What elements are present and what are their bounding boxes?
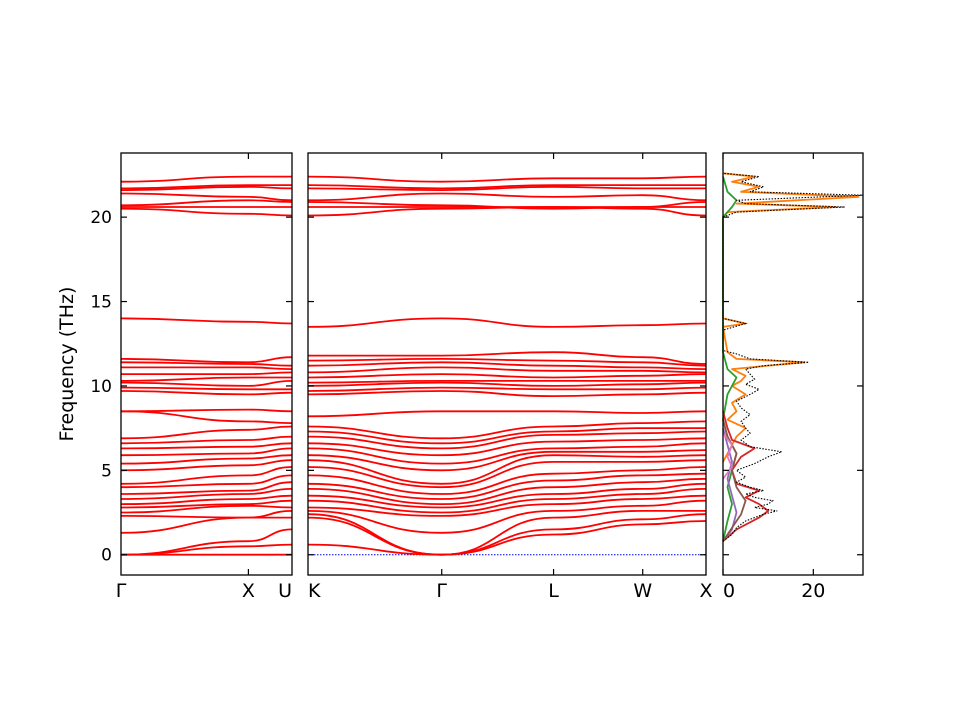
band-line [307,454,707,485]
band-line [120,499,293,509]
band-line [121,371,293,376]
band-line [120,459,293,472]
y-axis-label: Frequency (THz) [56,287,78,442]
band-line [120,425,293,440]
band-panel-2-frame [307,152,707,576]
band-line [307,390,707,398]
dos-partial-line-3 [722,411,770,542]
band-line [307,373,707,379]
x-tick-label: L [548,580,559,602]
band-panel-1-frame [120,152,293,576]
band-line [307,381,707,387]
band-line [307,520,707,556]
band-line [307,185,706,192]
band-line [120,390,293,396]
dos-partial-line-2 [722,176,738,542]
band-line [120,481,293,495]
y-tick-label: 5 [101,461,112,481]
y-tick-label: 0 [101,546,112,566]
dos-partial-line-1 [722,172,860,463]
band-line [120,199,293,207]
band-line [120,376,292,382]
x-tick-label: Γ [436,580,447,602]
band-line [308,351,707,365]
band-line [120,454,293,465]
x-tick-label: X [242,580,255,602]
band-line [307,420,707,440]
y-tick-label: 15 [90,293,112,313]
band-line [307,427,706,445]
band-line [307,472,707,500]
band-line [307,386,707,392]
band-line [307,477,707,506]
band-line [120,408,293,413]
band-line [120,466,293,485]
band-line [307,466,707,495]
band-line [120,494,293,505]
band-line [307,437,707,457]
band-line [120,207,293,217]
y-tick-label: 20 [90,208,112,228]
band-line [120,504,293,514]
band-line [120,192,293,202]
band-line [120,184,292,190]
band-line [120,435,293,445]
y-tick-label: 10 [90,377,112,397]
band-line [307,184,706,190]
band-line [120,317,293,325]
band-line [121,366,293,370]
band-line [307,494,707,517]
band-line [307,459,707,489]
dos-panel-frame [722,152,864,576]
band-line [120,442,293,450]
band-line [120,488,293,500]
band-line [120,356,293,364]
band-line [307,379,706,384]
band-line [307,482,707,509]
band-line [307,410,707,418]
band-line [120,185,293,191]
dos-x-tick-label: 0 [723,580,735,602]
x-tick-label: U [278,580,292,602]
band-line [120,386,292,391]
band-line [307,499,707,534]
band-line [120,474,293,489]
band-line [307,366,707,374]
band-line [307,510,706,556]
band-line [307,361,707,370]
band-line [307,192,707,202]
band-line [307,175,707,183]
band-line [120,380,293,387]
band-line [120,361,293,367]
band-line [120,447,293,457]
band-line [120,410,293,424]
x-tick-label: Γ [116,580,127,602]
band-line [307,442,707,465]
x-tick-label: K [308,580,321,602]
x-tick-label: X [699,580,712,602]
band-line [120,528,293,556]
band-line [307,513,707,556]
band-line [307,430,707,450]
band-line [307,357,707,367]
band-line [307,317,707,328]
band-line [120,510,293,519]
band-line [307,449,707,472]
x-tick-label: W [633,580,652,602]
dos-x-tick-label: 20 [801,580,825,602]
band-line [307,201,707,210]
band-line [307,488,707,514]
band-line [120,175,292,183]
